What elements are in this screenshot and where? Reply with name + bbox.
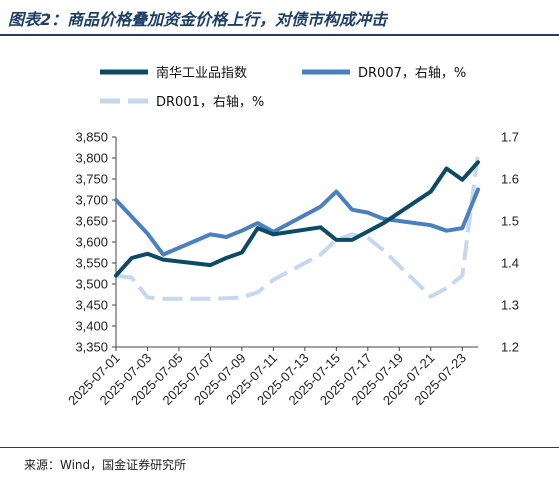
left-tick-label: 3,350 (75, 340, 108, 355)
series-lines (114, 153, 480, 301)
figure-title: 图表2：商品价格叠加资金价格上行，对债市构成冲击 (8, 10, 388, 29)
series-line-2 (115, 153, 480, 301)
left-tick-label: 3,650 (75, 214, 108, 229)
series-line-0 (114, 160, 480, 278)
left-tick-label: 3,600 (75, 235, 108, 250)
right-tick-label: 1.6 (501, 172, 519, 187)
footer-rule (0, 447, 559, 448)
legend-label-1: DR007，右轴，% (358, 66, 466, 81)
left-tick-label: 3,450 (75, 298, 108, 313)
left-tick-label: 3,750 (75, 172, 108, 187)
right-tick-label: 1.3 (501, 298, 519, 313)
legend-label-2: DR001，右轴，% (156, 95, 264, 110)
right-tick-label: 1.5 (501, 214, 519, 229)
series-line-1 (114, 187, 480, 257)
left-tick-label: 3,550 (75, 256, 108, 271)
right-tick-label: 1.2 (501, 340, 519, 355)
title-rule (0, 34, 559, 36)
chart: 南华工业品指数 DR007，右轴，% DR001，右轴，% 3,350 3,400 3,… (65, 65, 519, 408)
right-tick-label: 1.4 (501, 256, 519, 271)
left-tick-label: 3,850 (75, 130, 108, 145)
left-tick-label: 3,400 (75, 319, 108, 334)
left-tick-label: 3,800 (75, 151, 108, 166)
source-note: 来源：Wind，国金证券研究所 (24, 458, 187, 472)
right-tick-label: 1.7 (501, 130, 519, 145)
legend-label-0: 南华工业品指数 (156, 65, 247, 81)
left-tick-label: 3,500 (75, 277, 108, 292)
left-tick-label: 3,700 (75, 193, 108, 208)
legend: 南华工业品指数 DR007，右轴，% DR001，右轴，% (100, 65, 466, 110)
